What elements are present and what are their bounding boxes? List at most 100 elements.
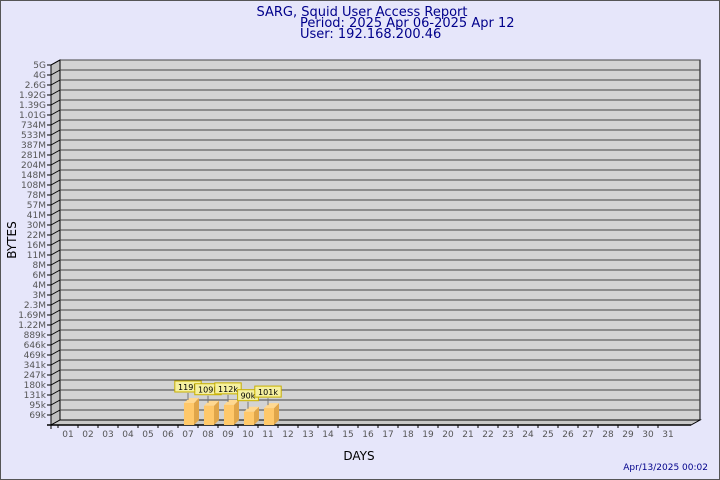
y-gridline-side xyxy=(50,319,61,326)
y-tick-label: 1.69M xyxy=(18,311,46,321)
y-tick-label: 1.39G xyxy=(19,101,46,111)
x-tick-label: 23 xyxy=(502,430,513,440)
y-tick-label: 95k xyxy=(29,401,46,411)
data-label: 119k xyxy=(178,383,198,392)
bar-side xyxy=(274,403,279,425)
y-tick-label: 41M xyxy=(27,211,46,221)
y-gridline-side xyxy=(50,119,61,126)
y-gridline-side xyxy=(50,89,61,96)
x-tick-label: 18 xyxy=(402,430,414,440)
x-tick-label: 26 xyxy=(562,430,574,440)
x-tick-label: 03 xyxy=(102,430,113,440)
y-gridline-side xyxy=(50,169,61,176)
x-tick-label: 28 xyxy=(602,430,614,440)
y-gridline-side xyxy=(50,379,61,386)
x-tick-label: 31 xyxy=(662,430,673,440)
y-gridline-side xyxy=(50,139,61,146)
data-label: 101k xyxy=(258,388,278,397)
y-gridline-side xyxy=(50,179,61,186)
y-gridline-side xyxy=(50,159,61,166)
x-tick-label: 14 xyxy=(322,430,334,440)
y-tick-label: 131k xyxy=(24,391,47,401)
y-tick-label: 3M xyxy=(33,291,47,301)
footer-timestamp: Apr/13/2025 00:02 xyxy=(623,463,708,473)
y-tick-label: 108M xyxy=(21,181,46,191)
y-tick-label: 16M xyxy=(27,241,46,251)
y-gridline-side xyxy=(50,69,61,76)
y-tick-label: 646k xyxy=(24,341,47,351)
y-gridline-side xyxy=(50,129,61,136)
x-tick-label: 25 xyxy=(542,430,553,440)
y-tick-label: 4G xyxy=(33,71,46,81)
y-tick-label: 734M xyxy=(21,121,46,131)
x-tick-label: 30 xyxy=(642,430,654,440)
x-tick-label: 02 xyxy=(82,430,93,440)
y-gridline-side xyxy=(50,219,61,226)
y-gridline-side xyxy=(50,199,61,206)
y-gridline-side xyxy=(50,229,61,236)
x-tick-label: 21 xyxy=(462,430,473,440)
y-gridline-side xyxy=(50,239,61,246)
y-gridline-side xyxy=(50,59,61,66)
y-tick-label: 1.01G xyxy=(19,111,46,121)
y-axis-label: BYTES xyxy=(5,221,19,258)
x-tick-label: 16 xyxy=(362,430,374,440)
x-tick-label: 05 xyxy=(142,430,153,440)
y-gridline-side xyxy=(50,339,61,346)
y-tick-label: 2.3M xyxy=(24,301,46,311)
bar-side xyxy=(214,400,219,425)
y-gridline-side xyxy=(50,259,61,266)
chart-title: SARG, Squid User Access Report xyxy=(257,5,468,20)
y-gridline-side xyxy=(50,399,61,406)
x-tick-label: 17 xyxy=(382,430,393,440)
x-tick-label: 13 xyxy=(302,430,313,440)
y-gridline-side xyxy=(50,279,61,286)
bar xyxy=(224,404,234,425)
y-tick-label: 889k xyxy=(24,331,47,341)
x-tick-label: 20 xyxy=(442,430,454,440)
x-tick-label: 08 xyxy=(202,430,214,440)
y-tick-label: 30M xyxy=(27,221,46,231)
y-gridline-side xyxy=(50,329,61,336)
x-tick-label: 06 xyxy=(162,430,174,440)
bar xyxy=(264,408,274,425)
y-tick-label: 11M xyxy=(27,251,46,261)
y-tick-label: 1.92G xyxy=(19,91,46,101)
y-tick-label: 204M xyxy=(21,161,46,171)
y-gridline-side xyxy=(50,349,61,356)
bar xyxy=(204,405,214,425)
chart-user: User: 192.168.200.46 xyxy=(300,27,441,42)
x-tick-label: 15 xyxy=(342,430,353,440)
y-tick-label: 1.22M xyxy=(18,321,46,331)
y-tick-label: 281M xyxy=(21,151,46,161)
y-tick-label: 469k xyxy=(24,351,47,361)
data-label: 109k xyxy=(198,386,218,395)
x-tick-label: 27 xyxy=(582,430,593,440)
y-tick-label: 5G xyxy=(33,61,46,71)
data-label-box xyxy=(254,385,282,398)
y-tick-label: 533M xyxy=(21,131,46,141)
y-gridline-side xyxy=(50,289,61,296)
y-tick-label: 78M xyxy=(27,191,46,201)
y-gridline-side xyxy=(50,359,61,366)
y-gridline-side xyxy=(50,269,61,276)
y-gridline-side xyxy=(50,189,61,196)
x-tick-label: 09 xyxy=(222,430,234,440)
y-gridline-side xyxy=(50,409,61,416)
y-gridline-side xyxy=(50,249,61,256)
y-tick-label: 341k xyxy=(24,361,47,371)
y-tick-label: 387M xyxy=(21,141,46,151)
y-gridline-side xyxy=(50,309,61,316)
x-tick-label: 12 xyxy=(282,430,293,440)
x-tick-label: 24 xyxy=(522,430,534,440)
y-tick-label: 57M xyxy=(27,201,46,211)
y-gridline-side xyxy=(50,369,61,376)
y-tick-label: 6M xyxy=(33,271,47,281)
x-tick-label: 29 xyxy=(622,430,634,440)
y-tick-label: 148M xyxy=(21,171,46,181)
x-tick-label: 04 xyxy=(122,430,134,440)
y-gridline-side xyxy=(50,299,61,306)
y-tick-label: 2.6G xyxy=(25,81,46,91)
y-tick-label: 180k xyxy=(24,381,47,391)
